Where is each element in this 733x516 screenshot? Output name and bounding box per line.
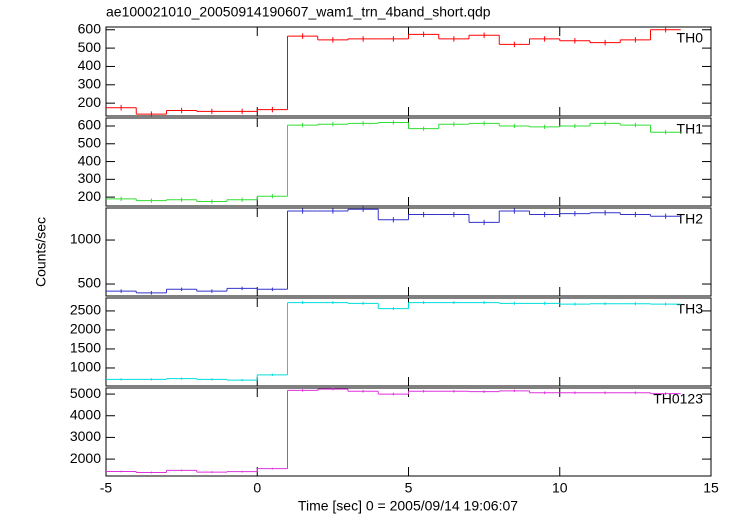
x-tick-label: -5 (100, 480, 113, 496)
panel-frame (105, 117, 712, 207)
x-tick-label: 0 (253, 480, 261, 496)
series-label: TH2 (677, 211, 704, 227)
y-tick-label: 2000 (70, 450, 101, 466)
y-tick-label: 300 (78, 76, 102, 92)
y-tick-label: 400 (78, 152, 102, 168)
y-tick-label: 3000 (70, 428, 101, 444)
series-label: TH3 (677, 301, 704, 317)
x-tick-label: 10 (552, 480, 568, 496)
y-tick-label: 500 (78, 39, 102, 55)
panel-frame (105, 207, 712, 297)
series-label: TH1 (677, 121, 704, 137)
x-tick-label: 5 (405, 480, 413, 496)
y-tick-label: 200 (78, 188, 102, 204)
y-tick-label: 1000 (70, 359, 101, 375)
x-tick-label: 15 (703, 480, 719, 496)
panel-frame (105, 387, 712, 477)
y-tick-label: 600 (78, 20, 102, 36)
y-tick-label: 600 (78, 117, 102, 133)
y-tick-label: 300 (78, 170, 102, 186)
y-tick-label: 5000 (70, 385, 101, 401)
y-tick-label: 500 (78, 134, 102, 150)
panel-frame (105, 297, 712, 387)
chart-title: ae100021010_20050914190607_wam1_trn_4ban… (106, 4, 491, 20)
y-tick-label: 2500 (70, 302, 101, 318)
y-tick-label: 4000 (70, 406, 101, 422)
series-label: TH0123 (653, 391, 703, 407)
y-tick-label: 2000 (70, 321, 101, 337)
y-tick-label: 200 (78, 94, 102, 110)
y-tick-label: 1500 (70, 340, 101, 356)
series-label: TH0 (677, 30, 704, 46)
y-tick-label: 500 (78, 275, 102, 291)
y-axis-label: Counts/sec (33, 217, 49, 287)
y-tick-label: 1000 (70, 231, 101, 247)
y-tick-label: 400 (78, 57, 102, 73)
x-axis-label: Time [sec] 0 = 2005/09/14 19:06:07 (298, 498, 518, 514)
